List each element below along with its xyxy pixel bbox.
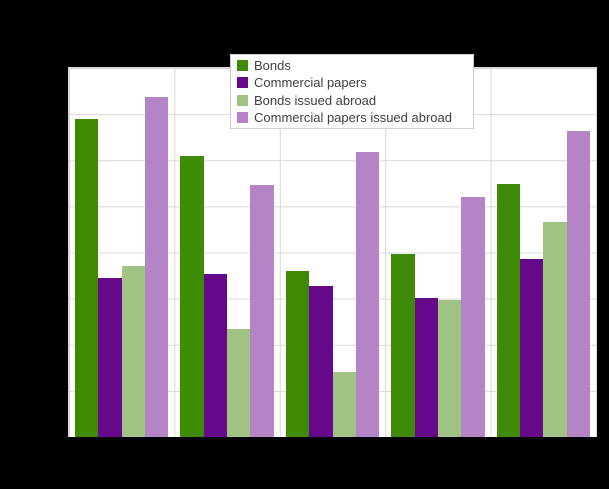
plot-area [68,67,597,437]
legend-item: Commercial papers [237,76,467,89]
bar [309,285,333,437]
legend-item-label: Bonds [254,58,291,74]
bar [519,258,544,437]
bar [461,196,485,437]
bar [437,299,462,437]
bar [227,328,251,437]
bar [355,152,380,437]
bar [250,185,274,437]
legend-item-label: Commercial papers [254,75,367,91]
legend-item: Bonds issued abroad [237,94,467,107]
legend: Bonds Commercial papers Bonds issued abroa… [230,54,474,129]
bar [566,131,591,437]
legend-item-label: Bonds issued abroad [254,92,377,108]
legend-swatch-icon [237,94,248,106]
legend-item: Bonds [237,59,467,72]
bar-group [491,68,596,437]
bar [180,155,204,437]
legend-item-label: Commercial papers issued abroad [254,109,452,125]
bar [332,371,356,437]
bar [391,253,415,437]
bar [145,96,169,437]
legend-swatch-icon [237,77,248,89]
legend-swatch-icon [237,111,248,123]
bar-group [385,68,490,437]
bar-group [280,68,385,437]
bar [496,184,520,437]
bar [285,270,310,437]
legend-item: Commercial papers issued abroad [237,111,467,124]
bar [98,278,122,437]
bar-group [174,68,279,437]
legend-swatch-icon [237,60,248,72]
bar [121,266,146,437]
bar [75,118,99,437]
bar [414,298,438,437]
bar [543,222,567,437]
bar-groups-container [69,68,596,437]
bar [203,273,228,437]
bar-group [69,68,174,437]
